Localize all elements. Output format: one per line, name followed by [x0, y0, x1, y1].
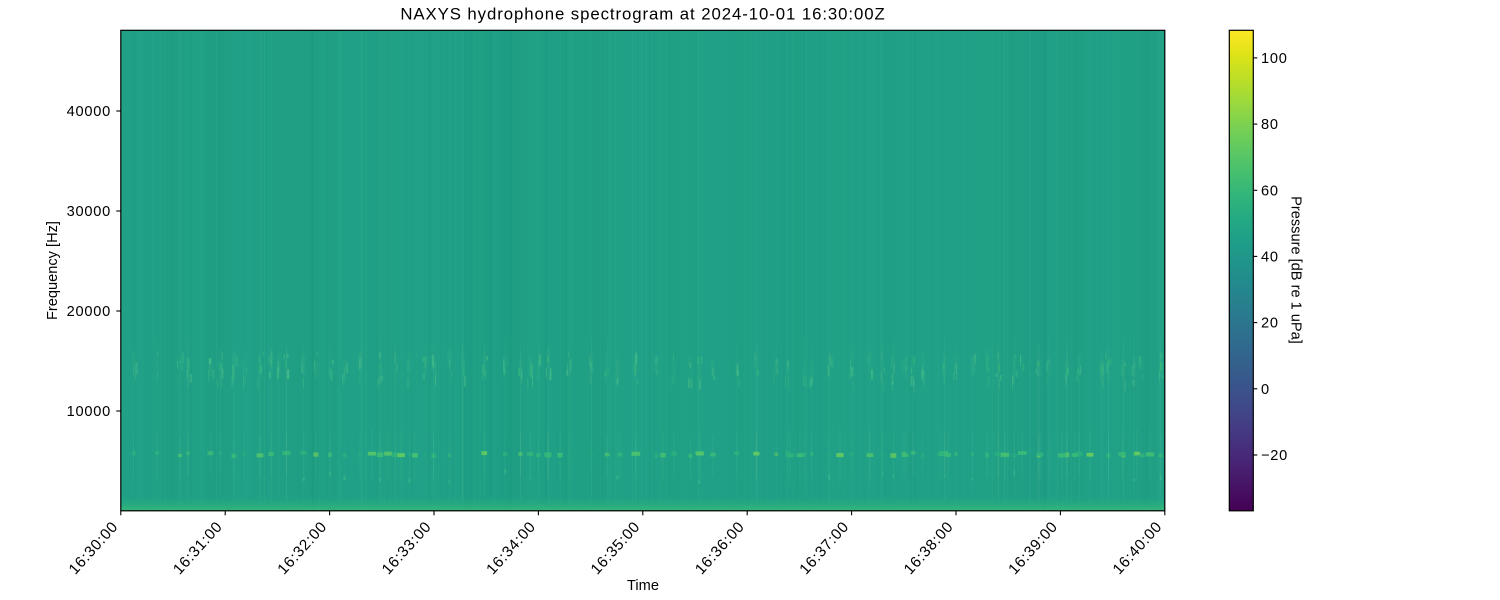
svg-text:NAXYS hydrophone spectrogram a: NAXYS hydrophone spectrogram at 2024-10-…: [400, 5, 885, 24]
svg-text:0: 0: [1261, 382, 1270, 398]
svg-text:30000: 30000: [67, 204, 111, 220]
svg-text:100: 100: [1261, 51, 1288, 67]
svg-text:20000: 20000: [67, 304, 111, 320]
svg-text:−20: −20: [1261, 448, 1288, 464]
svg-text:Time: Time: [627, 578, 659, 594]
svg-text:60: 60: [1261, 183, 1279, 199]
svg-text:Frequency [Hz]: Frequency [Hz]: [45, 221, 61, 320]
svg-text:Pressure [dB re 1 uPa]: Pressure [dB re 1 uPa]: [1288, 196, 1304, 344]
svg-text:10000: 10000: [67, 404, 111, 420]
svg-text:40000: 40000: [67, 104, 111, 120]
svg-text:40: 40: [1261, 250, 1279, 266]
svg-text:80: 80: [1261, 117, 1279, 133]
svg-text:20: 20: [1261, 316, 1279, 332]
